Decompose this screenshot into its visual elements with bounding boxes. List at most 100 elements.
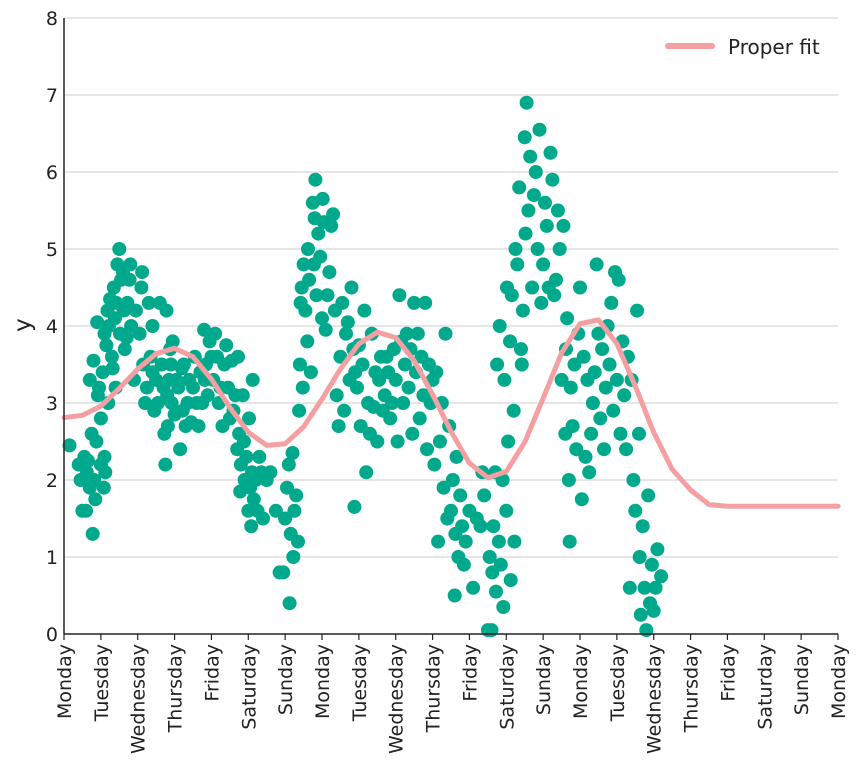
data-point <box>517 130 532 145</box>
x-tick-label: Sunday <box>791 644 813 715</box>
data-point <box>552 242 567 256</box>
x-tick-label: Saturday <box>754 644 776 730</box>
data-point <box>276 565 291 580</box>
data-point <box>525 280 540 295</box>
data-point <box>141 295 156 310</box>
data-point <box>504 288 519 303</box>
data-point <box>322 265 337 280</box>
data-point <box>604 295 619 310</box>
data-point <box>401 380 416 395</box>
data-point <box>650 542 665 557</box>
data-point <box>526 188 541 203</box>
data-point <box>543 145 558 160</box>
data-point <box>145 319 160 333</box>
data-point <box>532 122 547 137</box>
data-point <box>291 534 305 549</box>
data-point <box>589 257 604 272</box>
data-point <box>473 519 488 534</box>
x-tick-label: Wednesday <box>128 644 150 754</box>
data-point <box>245 372 260 387</box>
data-point <box>164 396 179 410</box>
data-point <box>489 584 503 599</box>
data-point <box>491 534 506 549</box>
data-point <box>606 403 621 418</box>
data-point <box>286 550 301 564</box>
data-point <box>518 226 533 241</box>
data-point <box>122 272 137 287</box>
data-point <box>549 272 563 287</box>
x-tick-label: Monday <box>828 644 850 719</box>
data-point <box>466 580 481 595</box>
y-tick-label: 2 <box>46 470 58 492</box>
data-point <box>252 449 267 464</box>
data-point <box>547 288 562 303</box>
data-point <box>427 457 442 472</box>
data-point <box>565 419 580 434</box>
y-tick-label: 6 <box>46 162 58 184</box>
data-point <box>445 473 460 487</box>
data-point <box>105 361 120 376</box>
data-point <box>318 322 333 337</box>
data-point <box>93 411 108 426</box>
y-tick-labels: 0 1 2 3 4 5 6 7 8 <box>46 8 58 646</box>
data-point <box>197 322 212 337</box>
fit-line <box>61 317 841 509</box>
data-point <box>236 434 251 449</box>
data-point <box>506 403 521 418</box>
data-point <box>79 503 94 518</box>
data-point <box>431 534 446 549</box>
data-point <box>112 242 127 256</box>
data-point <box>315 191 330 206</box>
data-point <box>633 607 648 622</box>
data-point <box>337 403 352 418</box>
data-point <box>545 172 560 187</box>
legend: Proper fit <box>665 35 820 59</box>
x-tick-label: Thursday <box>165 644 187 733</box>
y-tick-label: 4 <box>46 316 58 338</box>
data-point <box>278 511 293 526</box>
data-point <box>514 357 529 372</box>
x-tick-label: Monday <box>54 644 76 719</box>
data-point <box>410 326 425 341</box>
data-point <box>329 388 344 403</box>
data-point <box>347 499 362 514</box>
data-point <box>96 480 111 495</box>
data-point <box>97 449 112 464</box>
data-point <box>418 295 433 310</box>
x-tick-label: Sunday <box>275 644 297 715</box>
y-tick-label: 3 <box>46 393 58 415</box>
data-point <box>123 257 138 272</box>
data-point <box>492 319 507 333</box>
data-point <box>87 473 102 487</box>
data-point <box>268 503 283 518</box>
data-point <box>301 242 315 256</box>
data-point <box>447 588 462 603</box>
data-point <box>499 503 514 518</box>
data-point <box>554 372 569 387</box>
data-point <box>82 372 97 387</box>
data-point <box>92 380 106 395</box>
data-point <box>359 465 374 480</box>
x-tick-label: Tuesday <box>91 644 113 722</box>
data-point <box>160 419 175 434</box>
data-points <box>62 95 669 638</box>
data-point <box>244 519 259 534</box>
data-point <box>455 519 470 534</box>
data-point <box>637 580 652 595</box>
x-tick-labels: Monday Tuesday Wednesday Thursday Friday Satu… <box>54 644 850 754</box>
data-point <box>285 446 300 460</box>
data-point <box>165 334 180 349</box>
data-point <box>335 295 350 310</box>
data-point <box>173 442 188 457</box>
data-point <box>609 372 624 387</box>
data-point <box>239 449 254 464</box>
data-point <box>584 426 599 441</box>
data-point <box>392 288 407 303</box>
data-point <box>484 623 499 638</box>
data-point <box>99 338 114 353</box>
data-point <box>635 519 650 534</box>
data-point <box>569 442 584 457</box>
data-point <box>458 534 473 549</box>
data-point <box>412 411 427 426</box>
data-point <box>295 380 310 395</box>
